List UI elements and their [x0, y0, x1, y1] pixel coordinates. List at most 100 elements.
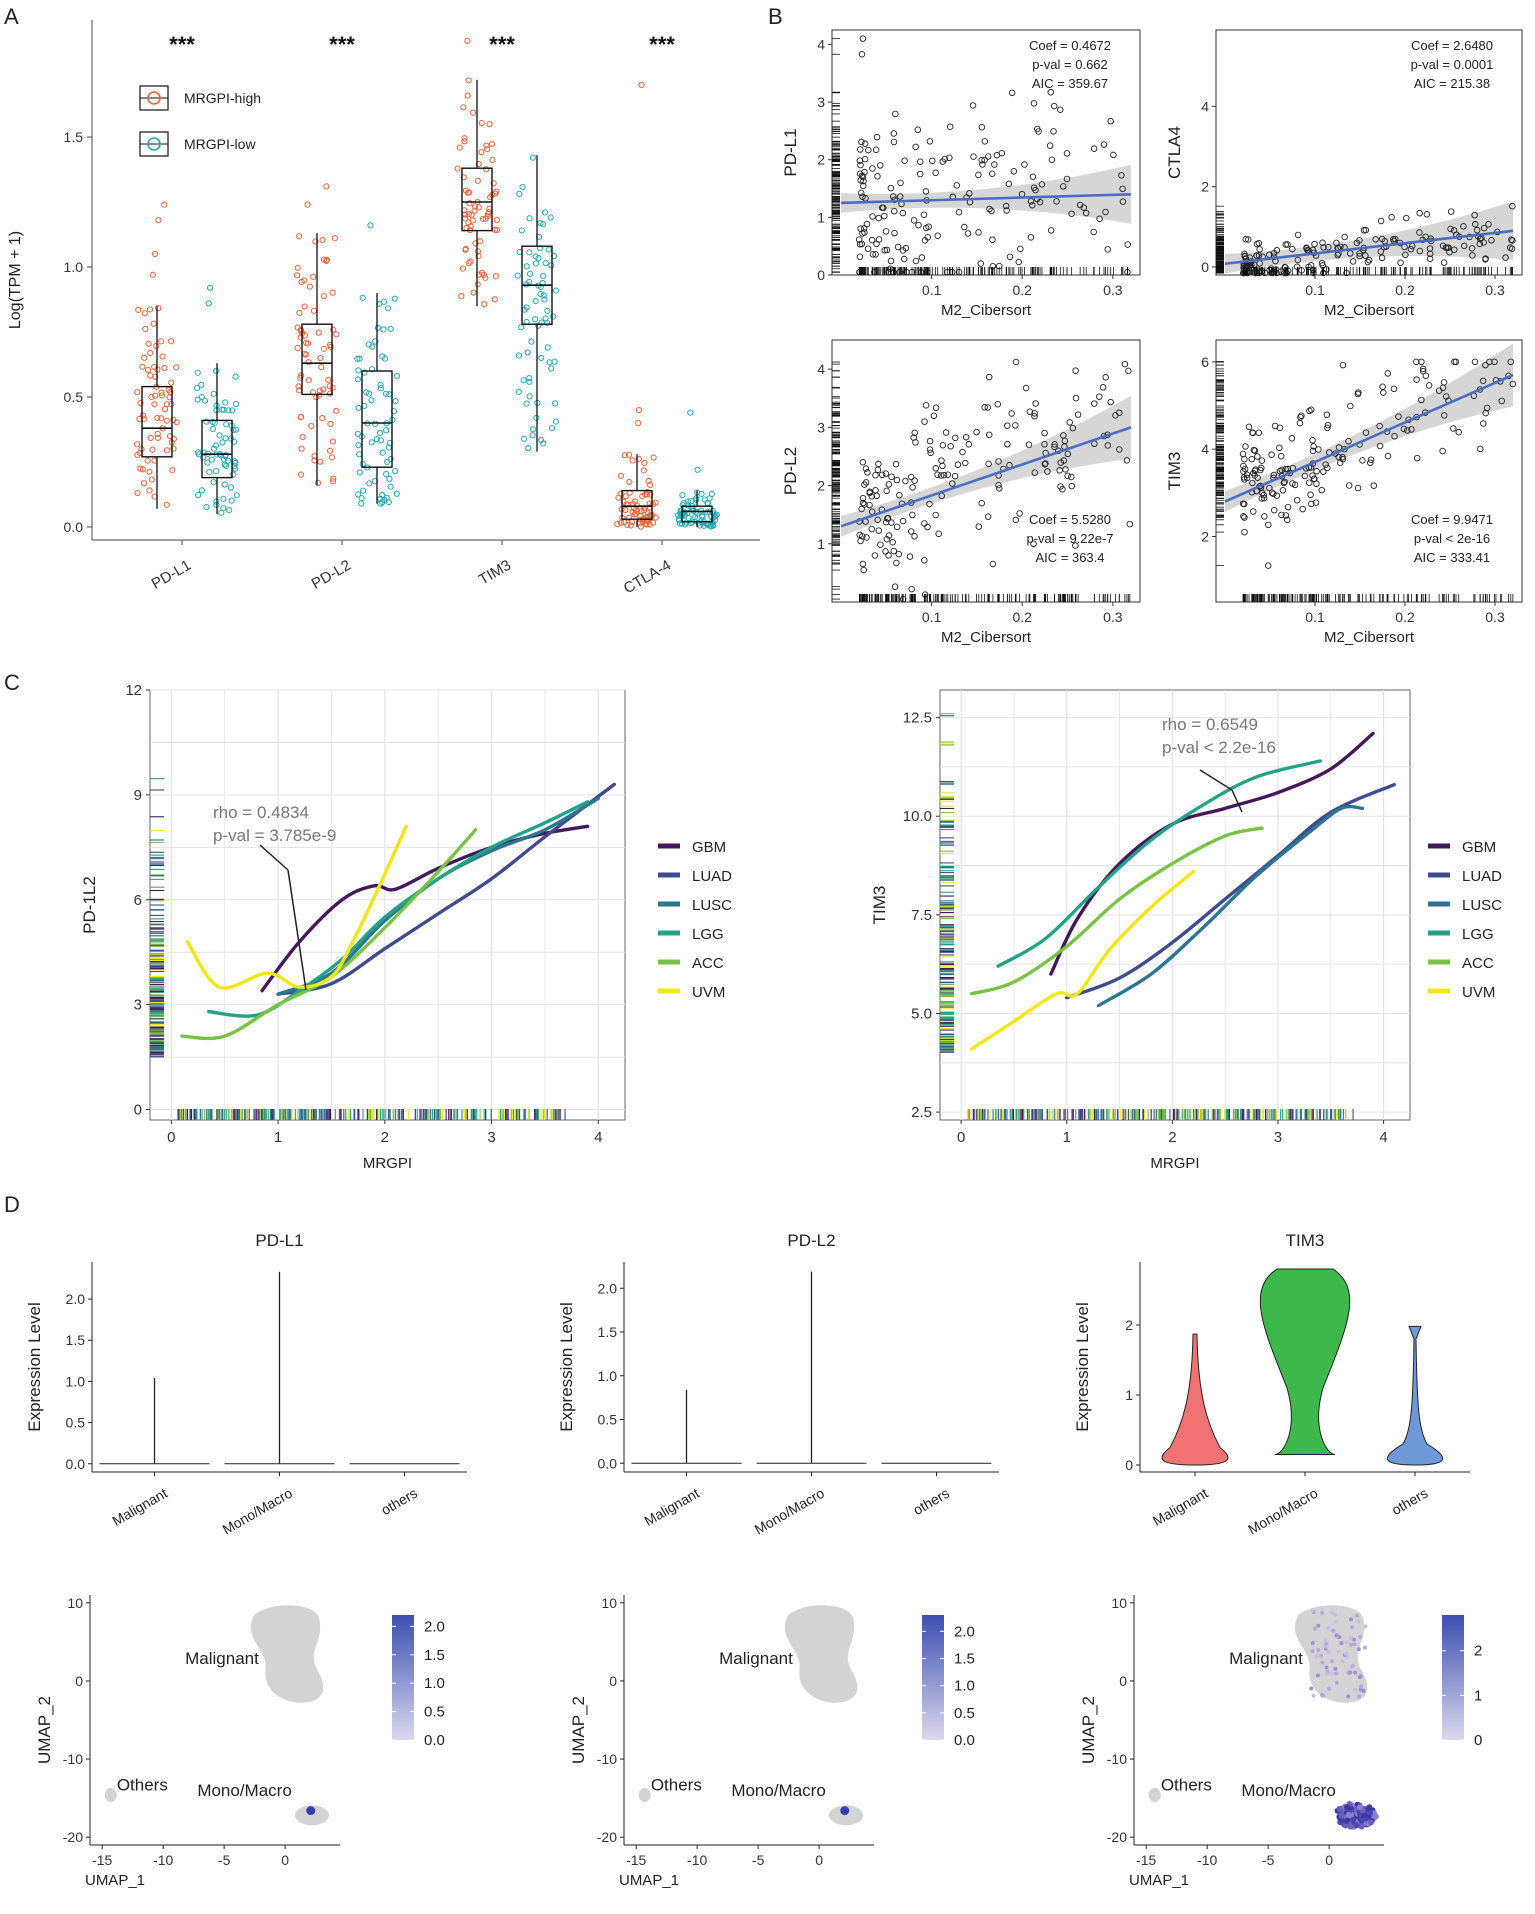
- b-data-point: [1027, 234, 1035, 241]
- b-stat-text: p-val = 0.662: [1032, 57, 1108, 72]
- a-y-tick-label: 0.0: [64, 519, 84, 535]
- b-data-point: [1408, 426, 1415, 433]
- b-data-point: [882, 470, 890, 477]
- b-data-point: [888, 519, 895, 526]
- d-plot-title: TIM3: [1286, 1231, 1325, 1250]
- b-data-point: [882, 228, 890, 235]
- b-data-point: [1354, 390, 1362, 398]
- a-data-point: [227, 484, 235, 491]
- a-data-point: [220, 456, 228, 463]
- e-colorbar: [922, 1615, 944, 1740]
- a-data-point: [532, 260, 540, 267]
- a-data-point: [218, 509, 225, 516]
- b-data-point: [1376, 442, 1384, 450]
- a-data-point: [641, 459, 648, 467]
- panel-d-pdl2-umap: -15 -10 -5 0 -20 -10 0 10 UMAP_1 UMAP_2 Malignant M…: [569, 1595, 975, 1889]
- b-data-point: [1063, 150, 1071, 157]
- a-data-point: [460, 174, 467, 181]
- c-y-tick-label: 12.5: [903, 710, 932, 727]
- b-data-point: [1306, 479, 1313, 486]
- d-y-axis-title: Expression Level: [557, 1302, 576, 1431]
- panel-b-tim3-scatter: 0.1 0.2 0.3 2 4 6 M2_Cibersort TIM3 Coef = 9.947…: [1165, 339, 1523, 646]
- b-y-axis-title: TIM3: [1165, 452, 1184, 491]
- a-outlier-point: [464, 37, 471, 44]
- b-data-point: [947, 442, 954, 450]
- b-data-point: [864, 469, 871, 476]
- a-data-point: [466, 200, 473, 207]
- b-data-point: [1378, 254, 1386, 262]
- b-data-point: [858, 51, 866, 58]
- b-data-point: [1034, 125, 1041, 133]
- b-data-point: [866, 501, 873, 509]
- b-data-point: [1258, 495, 1266, 502]
- b-data-point: [896, 193, 904, 200]
- a-data-point: [296, 309, 303, 317]
- b-data-point: [954, 461, 962, 468]
- b-data-point: [1282, 512, 1290, 519]
- a-data-point: [625, 451, 633, 458]
- a-data-point: [515, 352, 523, 359]
- a-data-point: [377, 385, 385, 392]
- a-box-MRGPI-high: [301, 323, 333, 396]
- a-data-point: [552, 400, 559, 407]
- a-data-point: [142, 325, 149, 333]
- b-data-point: [1051, 441, 1058, 448]
- a-data-point: [622, 506, 629, 514]
- b-data-point: [859, 494, 867, 502]
- a-data-point: [305, 377, 312, 384]
- b-data-point: [949, 480, 956, 487]
- b-data-point: [984, 153, 992, 160]
- a-data-point: [645, 477, 652, 485]
- b-data-point: [1016, 510, 1023, 517]
- c-series-line-GBM: [1049, 731, 1375, 976]
- b-data-point: [1074, 411, 1082, 418]
- b-data-point: [890, 138, 898, 146]
- c-y-tick-label: 5.0: [911, 1005, 932, 1022]
- b-data-point: [1468, 245, 1476, 252]
- b-data-point: [862, 465, 870, 472]
- a-data-point: [135, 306, 142, 313]
- a-data-point: [134, 389, 141, 396]
- a-data-point: [460, 104, 467, 111]
- b-data-point: [1508, 236, 1515, 244]
- a-data-point: [464, 92, 471, 99]
- a-data-point: [523, 281, 530, 288]
- a-data-point: [474, 248, 482, 255]
- b-data-point: [1032, 400, 1039, 407]
- a-data-point: [134, 489, 141, 497]
- b-data-point: [1273, 247, 1281, 254]
- a-data-point: [528, 338, 535, 345]
- b-data-point: [1485, 221, 1492, 228]
- b-y-tick-label: 4: [817, 36, 825, 52]
- b-data-point: [1003, 207, 1010, 214]
- a-data-point: [391, 295, 398, 302]
- b-data-point: [1442, 393, 1450, 400]
- b-data-point: [984, 404, 992, 411]
- b-data-point: [875, 527, 882, 534]
- a-data-point: [152, 392, 159, 399]
- d-y-axis-title: Expression Level: [25, 1302, 44, 1431]
- a-data-point: [210, 390, 217, 397]
- b-data-point: [924, 234, 932, 241]
- a-data-point: [170, 416, 177, 424]
- b-data-point: [995, 481, 1002, 489]
- c-y-axis-title: TIM3: [870, 886, 889, 925]
- a-data-point: [529, 426, 537, 433]
- e-expressing-cell: [1363, 1624, 1368, 1629]
- e-x-tick-label: -10: [153, 1852, 173, 1868]
- b-data-point: [1435, 387, 1443, 394]
- a-legend-label: MRGPI-high: [184, 90, 261, 106]
- a-data-point: [482, 274, 489, 281]
- a-data-point: [220, 495, 227, 502]
- a-data-point: [355, 491, 362, 498]
- a-data-point: [161, 364, 168, 372]
- c-y-tick-label: 3: [134, 997, 142, 1014]
- b-data-point: [1102, 374, 1109, 381]
- b-x-tick-label: 0.1: [922, 609, 942, 625]
- b-data-point: [1419, 365, 1427, 373]
- a-data-point: [483, 166, 490, 173]
- b-data-point: [1471, 358, 1479, 366]
- b-y-tick-label: 0: [1201, 259, 1209, 275]
- b-data-point: [872, 471, 879, 479]
- b-stat-text: Coef = 9.9471: [1411, 512, 1493, 527]
